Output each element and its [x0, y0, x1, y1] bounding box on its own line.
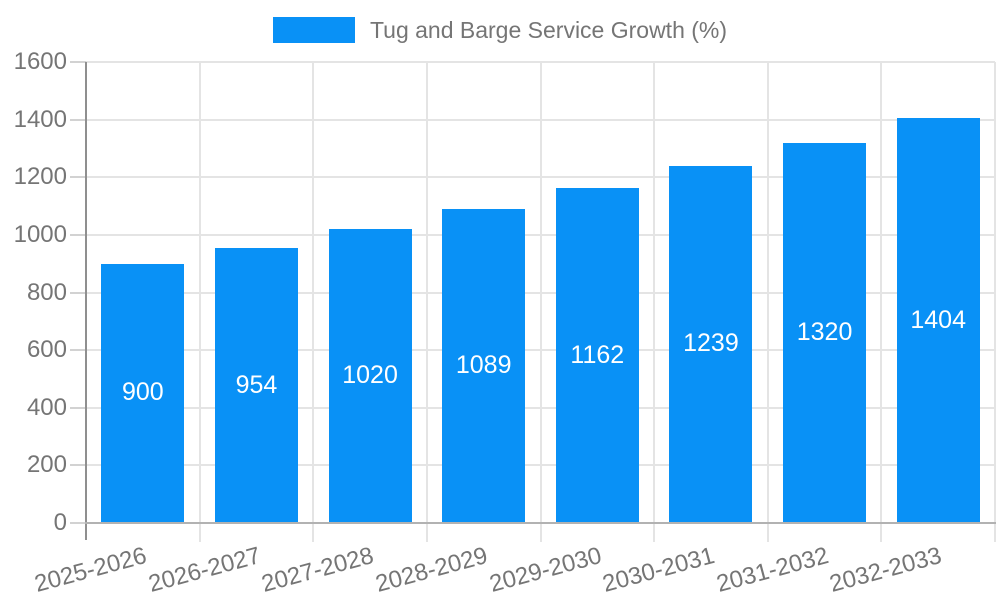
y-axis-line	[85, 62, 87, 540]
bar-value-label: 1320	[796, 317, 853, 346]
y-axis-tick	[70, 176, 86, 179]
x-axis-line	[85, 522, 996, 524]
y-axis-tick	[70, 233, 86, 236]
bar-value-label: 1020	[342, 361, 398, 390]
x-axis-tick-label: 2030-2031	[599, 542, 718, 598]
legend-label: Tug and Barge Service Growth (%)	[369, 17, 728, 43]
x-axis-tick-label: 2029-2030	[486, 542, 605, 598]
bar-value-label: 1404	[910, 305, 966, 334]
x-axis-tick-label: 2032-2033	[827, 542, 945, 598]
bar-value-label: 900	[121, 378, 164, 407]
bar-value-label: 1162	[570, 340, 625, 369]
x-axis-tick-label: 2027-2028	[258, 542, 377, 598]
bar[interactable]: 1020	[328, 229, 412, 522]
bar[interactable]: 1162	[555, 188, 639, 522]
y-axis-tick	[70, 522, 86, 524]
legend-swatch	[272, 17, 355, 43]
bar-value-label: 1239	[683, 329, 739, 358]
bar-value-label: 1089	[455, 351, 512, 380]
legend[interactable]: Tug and Barge Service Growth (%)	[0, 17, 1000, 43]
gridline-x	[766, 62, 769, 542]
x-axis-tick-label: 2028-2029	[372, 542, 491, 598]
bar[interactable]: 1404	[896, 118, 980, 522]
y-axis-tick-label: 1200	[13, 163, 67, 191]
bar[interactable]: 1239	[669, 166, 753, 522]
bar[interactable]: 1089	[442, 209, 526, 522]
x-axis-tick-label: 2025-2026	[31, 542, 150, 598]
bar[interactable]: 954	[214, 248, 298, 522]
bar[interactable]: 1320	[783, 142, 867, 522]
bar-value-label: 954	[235, 370, 278, 399]
y-axis-tick	[70, 118, 86, 121]
y-axis-tick	[70, 291, 86, 294]
y-axis-tick-label: 800	[26, 278, 67, 306]
x-axis-tick-label: 2031-2032	[713, 542, 832, 598]
gridline-x	[539, 62, 542, 542]
gridline-x	[198, 62, 201, 542]
y-axis-tick	[70, 61, 86, 63]
y-axis-tick-label: 200	[26, 451, 67, 479]
gridline-x	[653, 62, 656, 542]
y-axis-tick-label: 0	[53, 509, 67, 536]
y-axis-tick-label: 400	[26, 393, 67, 421]
y-axis-tick	[70, 406, 86, 409]
gridline-x	[425, 62, 428, 542]
y-axis-tick	[70, 464, 86, 467]
y-axis-tick-label: 600	[26, 336, 67, 364]
gridline-x	[994, 62, 996, 542]
y-axis-tick-label: 1400	[13, 105, 67, 133]
y-axis-tick-label: 1600	[13, 48, 67, 75]
gridline-x	[312, 62, 315, 542]
x-axis-tick-label: 2026-2027	[145, 542, 264, 598]
gridline-x	[880, 62, 883, 542]
bar[interactable]: 900	[101, 263, 185, 522]
y-axis-tick-label: 1000	[13, 220, 67, 248]
y-axis-tick	[70, 349, 86, 352]
